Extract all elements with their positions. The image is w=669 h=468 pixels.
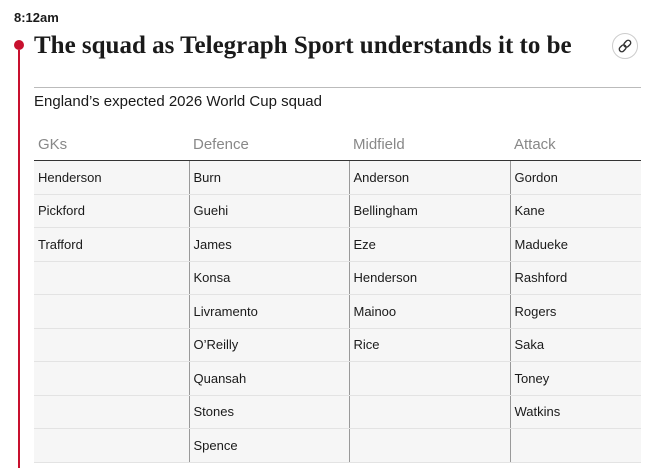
- player-cell: Bellingham: [348, 194, 510, 228]
- table-body: Henderson Burn Anderson Gordon Pickford Guehi…: [34, 160, 641, 463]
- table-row: Stones Watkins: [34, 395, 641, 429]
- header-row: GKs Defence Midfield Attack: [34, 128, 641, 161]
- player-cell: Mainoo: [348, 294, 510, 329]
- player-cell: Trafford: [34, 227, 189, 262]
- headline: The squad as Telegraph Sport understands…: [34, 32, 572, 59]
- table-row: Quansah Toney: [34, 361, 641, 396]
- player-cell: Burn: [188, 160, 349, 195]
- empty-cell: [509, 428, 641, 463]
- empty-cell: [34, 428, 189, 463]
- player-cell: Stones: [188, 395, 349, 429]
- player-cell: Quansah: [188, 361, 349, 396]
- player-cell: Madueke: [509, 227, 641, 262]
- column-heading: Midfield: [349, 128, 510, 161]
- player-cell: Livramento: [188, 294, 349, 329]
- empty-cell: [34, 395, 189, 429]
- player-cell: Rice: [348, 328, 510, 362]
- player-cell: Watkins: [509, 395, 641, 429]
- empty-cell: [34, 261, 189, 295]
- table-row: Henderson Burn Anderson Gordon: [34, 160, 641, 195]
- player-cell: Gordon: [509, 160, 641, 195]
- empty-cell: [34, 328, 189, 362]
- player-cell: Saka: [509, 328, 641, 362]
- link-icon: [618, 39, 632, 53]
- empty-cell: [34, 361, 189, 396]
- player-cell: O’Reilly: [188, 328, 349, 362]
- empty-cell: [348, 361, 510, 396]
- table-row: Trafford James Eze Madueke: [34, 227, 641, 262]
- player-cell: Henderson: [34, 160, 189, 195]
- player-cell: Konsa: [188, 261, 349, 295]
- player-cell: Henderson: [348, 261, 510, 295]
- table-row: Konsa Henderson Rashford: [34, 261, 641, 295]
- copy-link-button[interactable]: [612, 33, 638, 59]
- player-cell: Pickford: [34, 194, 189, 228]
- table-row: Pickford Guehi Bellingham Kane: [34, 194, 641, 228]
- player-cell: Kane: [509, 194, 641, 228]
- timeline-line: [18, 50, 20, 468]
- column-heading: GKs: [34, 128, 189, 161]
- player-cell: James: [188, 227, 349, 262]
- player-cell: Toney: [509, 361, 641, 396]
- table-row: O’Reilly Rice Saka: [34, 328, 641, 362]
- subtitle: England’s expected 2026 World Cup squad: [34, 93, 322, 110]
- table-row: Spence: [34, 428, 641, 463]
- empty-cell: [348, 395, 510, 429]
- player-cell: Rashford: [509, 261, 641, 295]
- player-cell: Rogers: [509, 294, 641, 329]
- divider: [34, 87, 641, 88]
- timestamp: 8:12am: [14, 10, 59, 25]
- empty-cell: [34, 294, 189, 329]
- column-heading: Attack: [510, 128, 641, 161]
- column-heading: Defence: [189, 128, 349, 161]
- table-row: Livramento Mainoo Rogers: [34, 294, 641, 329]
- player-cell: Spence: [188, 428, 349, 463]
- empty-cell: [348, 428, 510, 463]
- player-cell: Eze: [348, 227, 510, 262]
- squad-table: GKs Defence Midfield Attack Henderson Burn An…: [34, 128, 641, 463]
- live-dot: [14, 40, 24, 50]
- player-cell: Anderson: [348, 160, 510, 195]
- player-cell: Guehi: [188, 194, 349, 228]
